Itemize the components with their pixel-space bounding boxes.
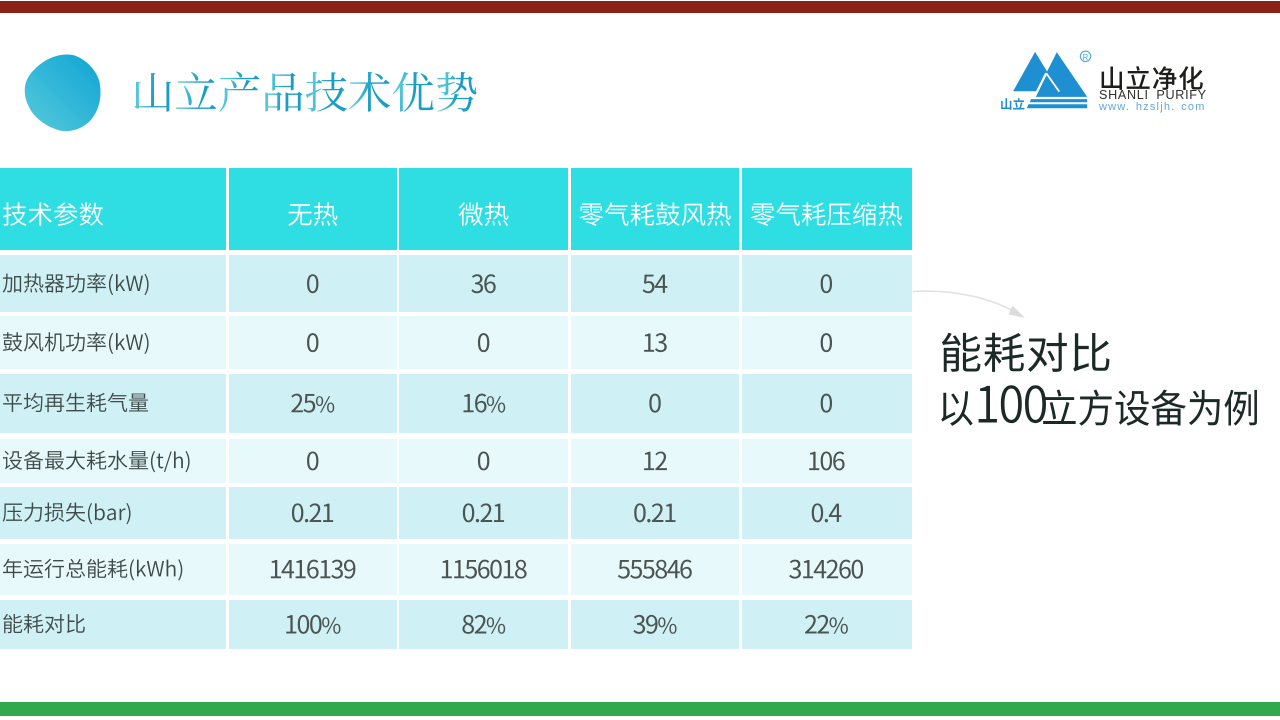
svg-text:SHANLI PURIFY: SHANLI PURIFY: [1099, 88, 1207, 102]
svg-text:www. hzsljh. com: www. hzsljh. com: [1098, 101, 1206, 113]
svg-text:R: R: [1083, 53, 1089, 62]
